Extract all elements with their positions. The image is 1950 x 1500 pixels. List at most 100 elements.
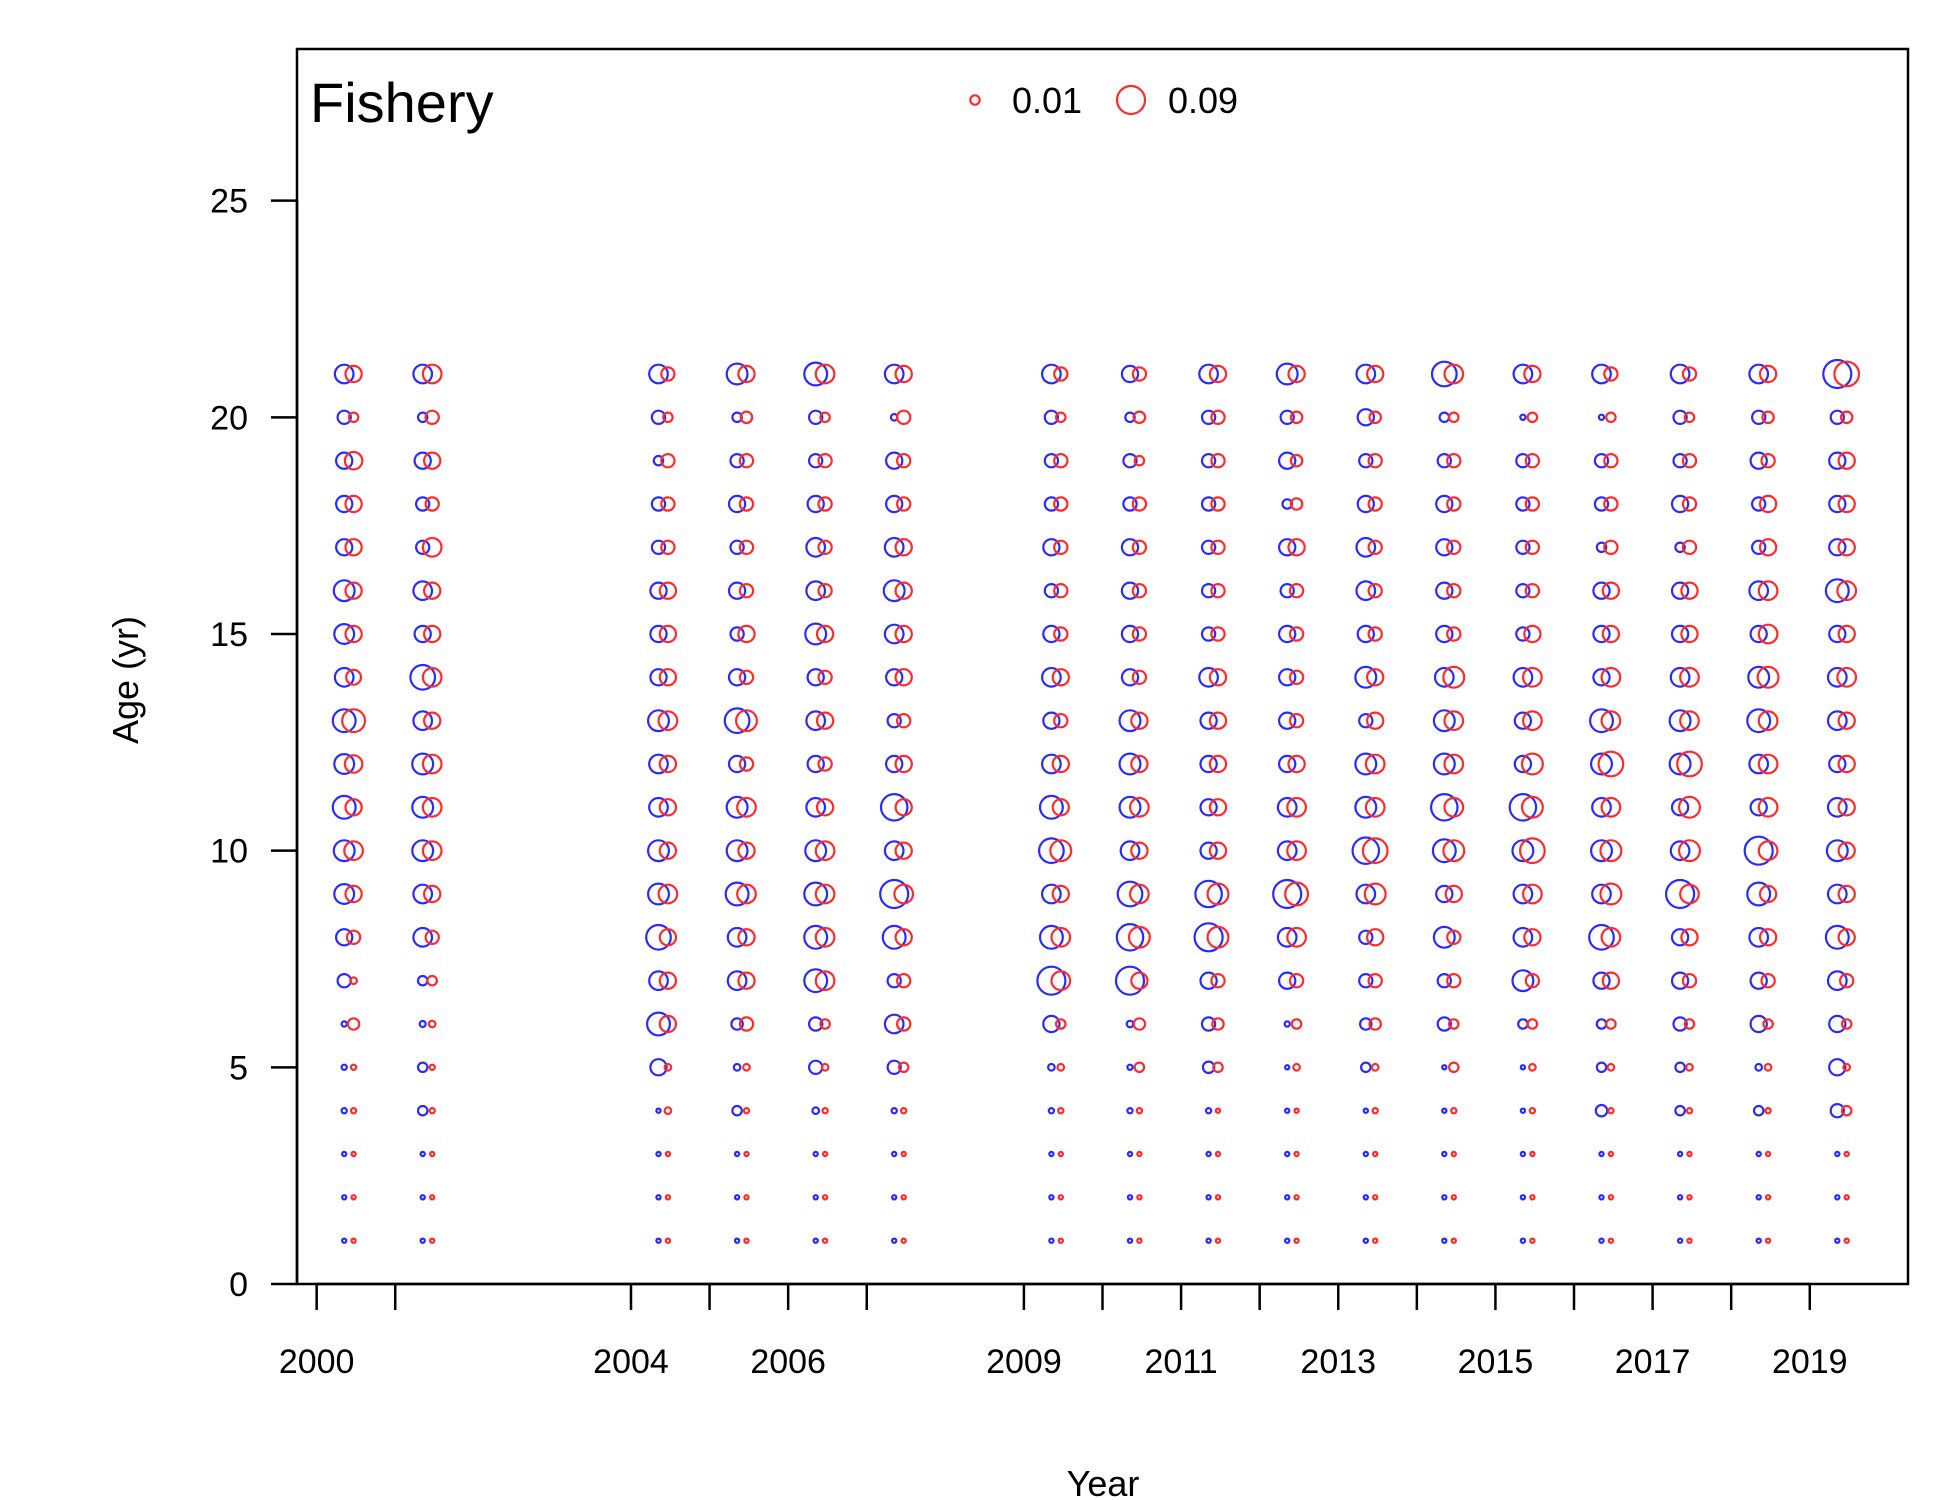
- bubble-point: [1127, 925, 1151, 949]
- bubble-point: [1283, 1150, 1291, 1158]
- bubble-point: [1358, 973, 1374, 989]
- bubble-point: [1588, 708, 1614, 734]
- bubble-point: [1042, 711, 1061, 730]
- bubble-point: [1053, 453, 1069, 469]
- bubble-point: [1047, 1106, 1056, 1115]
- bubble-point: [732, 1062, 742, 1072]
- bubble-point: [1828, 624, 1847, 644]
- bubble-point: [1670, 581, 1690, 600]
- bubble-point: [1199, 971, 1218, 990]
- bubble-point: [1050, 926, 1072, 948]
- bubble-point: [737, 624, 756, 644]
- bubble-point: [336, 973, 352, 989]
- bubble-point: [817, 539, 833, 556]
- bubble-point: [1760, 973, 1776, 989]
- bubble-point: [645, 923, 672, 951]
- bubble-point: [729, 453, 745, 469]
- bubble-point: [1055, 1018, 1067, 1030]
- bubble-point: [894, 364, 913, 384]
- bubble-point: [886, 1059, 902, 1076]
- bubble-point: [894, 754, 913, 774]
- bubble-point: [1441, 1064, 1448, 1071]
- bubble-point: [819, 411, 831, 424]
- bubble-point: [1210, 539, 1226, 556]
- bubble-point: [1038, 924, 1064, 950]
- bubble-point: [1442, 665, 1466, 689]
- bubble-point: [1051, 754, 1071, 774]
- bubble-point: [1283, 1064, 1291, 1071]
- bubble-point: [1828, 1058, 1847, 1077]
- panel-title: Fishery: [310, 71, 494, 134]
- bubble-point: [658, 754, 678, 774]
- bubble-point: [1214, 1237, 1222, 1244]
- bubble-point: [1669, 666, 1691, 688]
- bubble-point: [1757, 796, 1779, 818]
- bubble-point: [1523, 624, 1542, 644]
- bubble-point: [1837, 798, 1856, 817]
- bubble-point: [1591, 363, 1612, 385]
- bubble-point: [1287, 754, 1306, 774]
- bubble-point: [349, 1063, 358, 1072]
- bubble-point: [1048, 1237, 1055, 1244]
- bubble-point: [1053, 713, 1069, 729]
- bubble-point: [1512, 363, 1534, 385]
- bubble-point: [1829, 1102, 1846, 1119]
- bubble-point: [1834, 1150, 1841, 1158]
- x-tick-label: 2004: [593, 1343, 669, 1381]
- bubble-point: [347, 411, 360, 424]
- bubble-point: [1436, 453, 1453, 469]
- y-tick-label: 20: [210, 399, 248, 437]
- bubble-point: [340, 1063, 348, 1072]
- bubble-point: [1441, 1107, 1448, 1114]
- bubble-point: [1837, 884, 1856, 904]
- bubble-point: [727, 668, 747, 687]
- bubble-point: [1839, 410, 1854, 425]
- bubble-point: [658, 1014, 678, 1034]
- bubble-point: [1529, 1194, 1536, 1201]
- bubble-point: [1757, 580, 1779, 602]
- bubble-point: [341, 1150, 348, 1158]
- bubble-point: [331, 794, 357, 820]
- bubble-point: [1512, 666, 1534, 688]
- bubble-point: [886, 973, 902, 989]
- bubble-point: [1834, 1194, 1841, 1201]
- bubble-point: [1205, 1150, 1212, 1158]
- bubble-point: [349, 1106, 358, 1115]
- bubble-point: [806, 668, 825, 687]
- bubble-point: [883, 536, 905, 558]
- bubble-point: [1828, 538, 1847, 557]
- bubble-point: [738, 583, 755, 599]
- bubble-point: [1292, 1062, 1301, 1072]
- bubble-point: [1351, 836, 1381, 865]
- bubble-point: [1601, 971, 1621, 990]
- bubble-point: [1595, 1061, 1608, 1074]
- bubble-point: [1277, 538, 1297, 557]
- bubble-point: [1040, 666, 1062, 688]
- bubble-point: [1050, 970, 1072, 992]
- bubble-point: [1757, 840, 1779, 862]
- bubble-point: [1208, 364, 1228, 384]
- bubble-point: [658, 668, 678, 687]
- bubble-point: [1200, 539, 1217, 556]
- bubble-point: [421, 666, 443, 688]
- bubble-point: [1686, 1194, 1693, 1201]
- bubble-point: [343, 450, 364, 471]
- bubble-point: [1036, 965, 1067, 996]
- bubble-point: [724, 881, 750, 907]
- bubble-point: [655, 1237, 662, 1244]
- bubble-point: [419, 1237, 426, 1244]
- legend-label: 0.09: [1168, 80, 1238, 121]
- bubble-point: [335, 451, 354, 470]
- y-axis: 0 5 10 15 20 25: [210, 183, 299, 1304]
- bubble-point: [1042, 624, 1061, 644]
- bubble-point: [738, 539, 755, 556]
- bubble-point: [1443, 753, 1465, 775]
- bubble-point: [344, 364, 363, 384]
- bubble-point: [1272, 878, 1303, 910]
- bubble-point: [1603, 539, 1619, 556]
- bubble-point: [1053, 539, 1069, 556]
- bubble-point: [1746, 708, 1772, 734]
- bubble-point: [426, 974, 438, 987]
- bubble-point: [729, 539, 745, 556]
- bubble-point: [412, 580, 434, 602]
